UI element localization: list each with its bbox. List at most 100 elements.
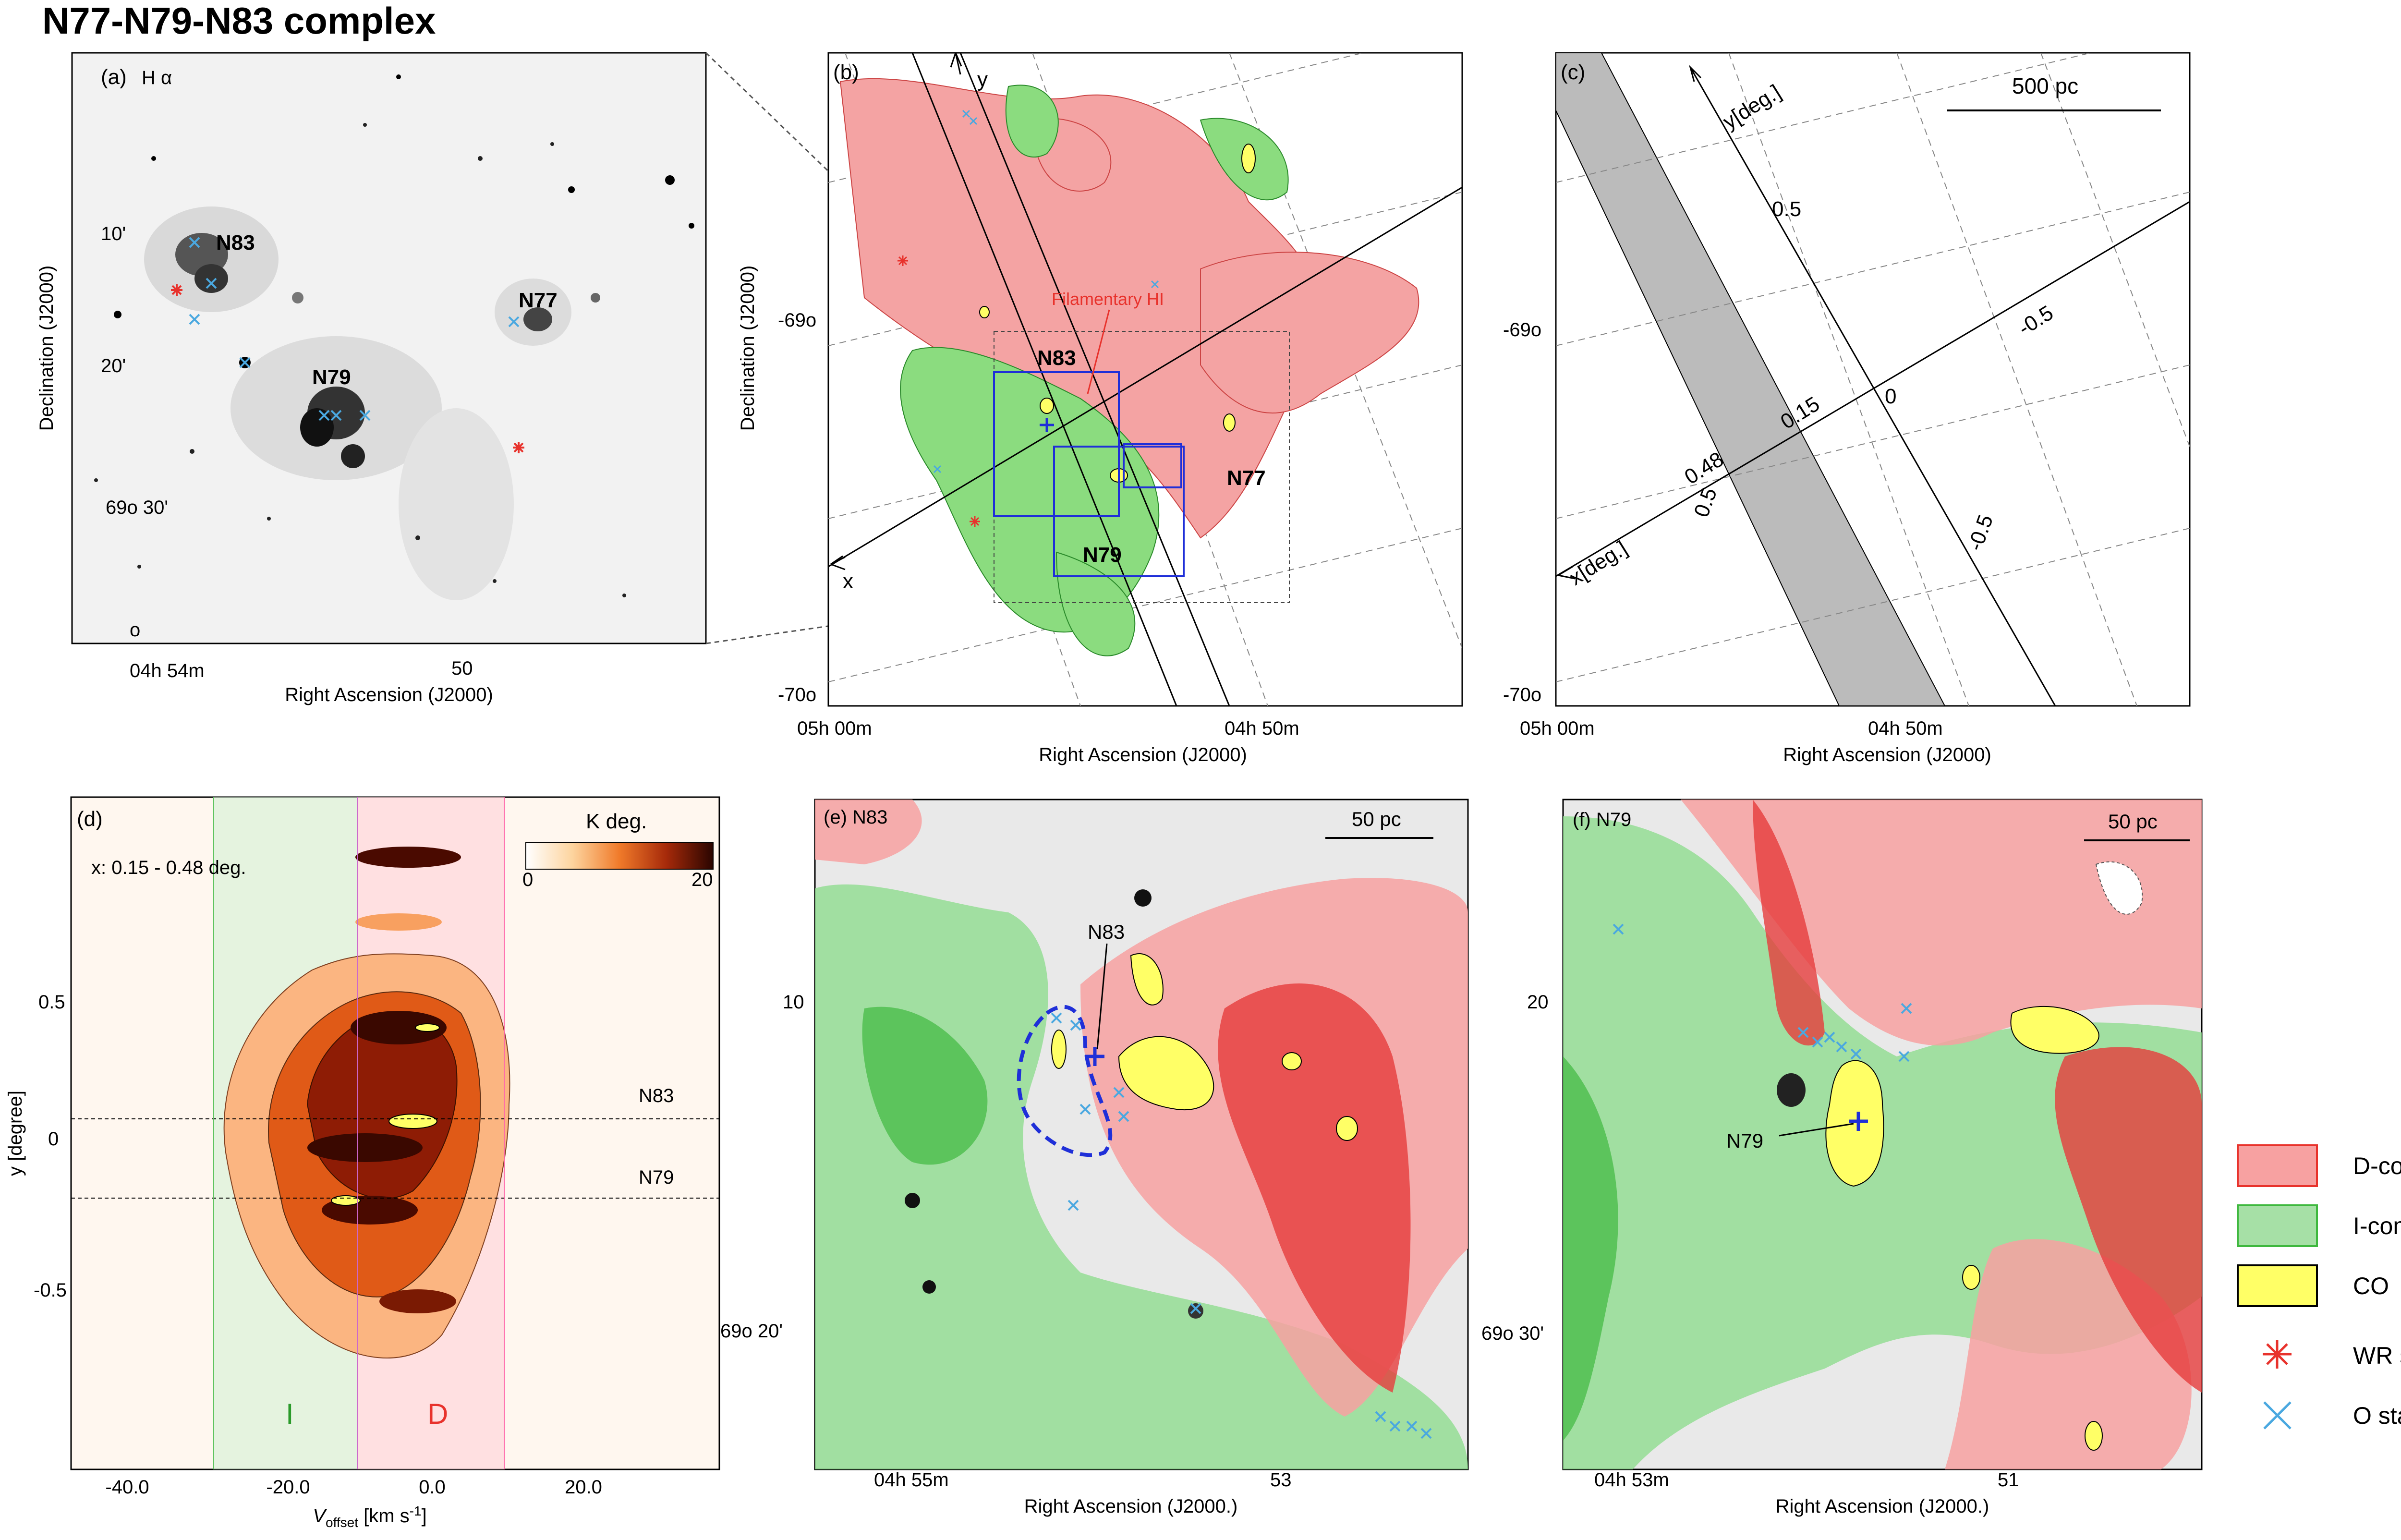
wr-star-icon <box>2263 1340 2292 1369</box>
ylabel-b: Declination (J2000) <box>737 266 758 431</box>
source-label-n77: N77 <box>519 289 558 312</box>
xtick-d-0: 0.0 <box>419 1477 446 1498</box>
corner-mark: o <box>130 619 140 641</box>
colorbar-tick-0: 0 <box>522 869 533 890</box>
panel-d-label: (d) <box>77 807 103 831</box>
tick-c-y05: 0.5 <box>1772 197 1801 221</box>
scalebar-e-label: 50 pc <box>1352 808 1401 830</box>
o-star-markers-f <box>1613 923 1912 1062</box>
svg-text:I-component: I-component <box>2353 1213 2401 1239</box>
x-deg-arrow <box>1556 566 1576 580</box>
pv-label-n83: N83 <box>639 1085 674 1106</box>
source-label-n79: N79 <box>312 365 351 389</box>
xlabel-f: Right Ascension (J2000.) <box>1776 1496 1989 1517</box>
legend: D-component I-component CO WR stars O st… <box>2237 1144 2401 1430</box>
xtick-a-2: 50 <box>451 658 473 679</box>
figure-title: N77-N79-N83 complex <box>42 0 436 42</box>
ylabel-d: y [degree] <box>5 1091 26 1176</box>
o-star-markers-b <box>933 109 1159 473</box>
n83-cross-e <box>1085 1047 1104 1066</box>
hi-contour-map <box>828 53 1462 706</box>
colorbar-title: K deg. <box>586 810 647 833</box>
panel-f-label: (f) N79 <box>1573 809 1631 830</box>
xlabel-a: Right Ascension (J2000) <box>285 684 493 705</box>
legend-item-i-component: I-component <box>2237 1204 2401 1247</box>
region-boxes <box>993 371 1185 577</box>
axis-x-label-b: x <box>843 570 853 593</box>
panel-a: (a) H α N83 N77 N79 o 10' 20' 69o 30' 04… <box>36 52 707 705</box>
coordinate-diagram <box>1556 53 2190 706</box>
svg-text:O stars: O stars <box>2353 1402 2401 1429</box>
xtick-e-2: 53 <box>1270 1469 1292 1491</box>
o-star-markers-e <box>1051 1012 1432 1439</box>
source-label-n83: N83 <box>216 231 255 255</box>
legend-item-d-component: D-component <box>2237 1144 2401 1187</box>
panel-b-label: (b) <box>833 61 859 84</box>
n83-cross-marker <box>1040 418 1054 432</box>
xtick-e-1: 04h 55m <box>874 1469 949 1491</box>
axis-y-label-b: y <box>977 68 988 91</box>
source-label-f: N79 <box>1726 1129 1763 1152</box>
xlabel-b: Right Ascension (J2000) <box>1039 744 1247 765</box>
n83-pointer <box>1096 943 1108 1050</box>
ytick-c-2: -70o <box>1503 684 1541 705</box>
xtick-b-2: 04h 50m <box>1225 718 1299 739</box>
ytick-b-1: -69o <box>778 310 816 331</box>
ytick-a-1: 10' <box>101 223 126 244</box>
filamentary-hi-label: Filamentary HI <box>1052 289 1164 309</box>
n79-composite-map <box>1563 800 2202 1469</box>
xlabel-e: Right Ascension (J2000.) <box>1024 1496 1238 1517</box>
y-axis-arrow <box>950 52 962 75</box>
panel-c: (c) 500 pc y[deg.] x[deg.] 0.5 -0.5 0.15… <box>1503 52 2191 765</box>
y-deg-arrow <box>1689 64 1702 82</box>
xtick-c-1: 05h 00m <box>1520 718 1595 739</box>
ytick-c-1: -69o <box>1503 319 1541 340</box>
xtick-a-1: 04h 54m <box>130 660 205 681</box>
band-label-d: D <box>427 1398 448 1430</box>
panel-e: (e) N83 50 pc N83 10 69o 20' 04h 55m 53 … <box>720 799 1469 1517</box>
panel-f: (f) N79 50 pc N79 20 69o 30' 04h 53m 51 … <box>1481 799 2203 1517</box>
source-label-e: N83 <box>1088 921 1125 943</box>
source-label-b-n83: N83 <box>1037 346 1076 370</box>
ytick-b-2: -70o <box>778 684 816 705</box>
svg-text:D-component: D-component <box>2353 1152 2401 1179</box>
wr-star-markers-b <box>897 255 980 527</box>
xtick-f-1: 04h 53m <box>1594 1469 1669 1491</box>
band-label-i: I <box>286 1398 294 1430</box>
o-star-markers-a <box>189 237 520 421</box>
xtick-f-2: 51 <box>1998 1469 2019 1491</box>
ytick-d-m05: -0.5 <box>34 1280 67 1301</box>
n83-composite-map <box>815 800 1468 1469</box>
ytick-d-05: 0.5 <box>38 992 65 1013</box>
colorbar-tick-20: 20 <box>691 869 713 890</box>
panel-b: (b) y x Filamentary HI N83 N77 N79 -69o … <box>737 52 1463 765</box>
x-axis-arrow <box>830 555 846 570</box>
xtick-d-20: 20.0 <box>565 1477 602 1498</box>
ylabel-a: Declination (J2000) <box>36 266 57 431</box>
source-label-b-n79: N79 <box>1083 543 1122 567</box>
scalebar-c-label: 500 pc <box>2012 73 2078 98</box>
ytick-e-2: 69o 20' <box>720 1321 783 1342</box>
annotation-pointer <box>1087 309 1110 394</box>
n79-cross-f <box>1849 1112 1868 1131</box>
ytick-a-2: 20' <box>101 355 126 376</box>
xtick-b-1: 05h 00m <box>797 718 872 739</box>
xtick-d-m40: -40.0 <box>105 1477 149 1498</box>
tick-c-0: 0 <box>1885 385 1896 408</box>
colorbar <box>525 842 714 870</box>
svg-text:WR stars: WR stars <box>2353 1342 2401 1369</box>
ytick-d-0: 0 <box>48 1128 59 1150</box>
wr-star-markers-a <box>171 284 524 453</box>
scalebar-f-label: 50 pc <box>2108 810 2158 833</box>
ytick-f-1: 20 <box>1527 992 1549 1013</box>
panel-e-label: (e) N83 <box>824 807 887 828</box>
source-label-b-n77: N77 <box>1227 466 1266 490</box>
panel-a-label: (a) <box>101 65 127 89</box>
legend-item-wr-stars: WR stars <box>2263 1340 2401 1369</box>
xlabel-d: Voffset [km s-1] <box>313 1504 426 1530</box>
panel-d: K deg. 0 20 (d) x: 0.15 - 0.48 deg. N83 … <box>5 796 720 1530</box>
ytick-a-3: 69o 30' <box>106 497 168 518</box>
svg-text:CO: CO <box>2353 1273 2389 1299</box>
xtick-c-2: 04h 50m <box>1868 718 1943 739</box>
